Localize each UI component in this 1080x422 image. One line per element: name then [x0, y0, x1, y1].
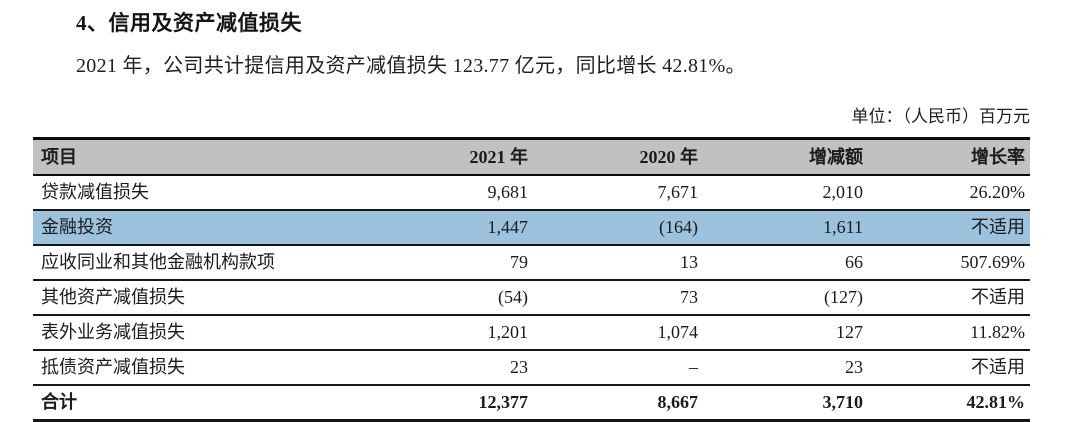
col-header-change: 增减额: [703, 137, 868, 176]
cell-2021-value: 1,447: [373, 210, 533, 246]
cell-item: 表外业务减值损失: [33, 315, 373, 351]
cell-change: (127): [703, 280, 868, 316]
cell-change: 23: [703, 350, 868, 386]
cell-item: 贷款减值损失: [33, 175, 373, 211]
cell-growth-rate: 11.82%: [868, 315, 1030, 351]
cell-2021-value: 12,377: [373, 385, 533, 422]
cell-2021-value: 9,681: [373, 175, 533, 211]
unit-label: 单位：（人民币）百万元: [851, 107, 1031, 126]
cell-change: 3,710: [703, 385, 868, 422]
cell-2020-value: –: [533, 350, 703, 386]
cell-item: 应收同业和其他金融机构款项: [33, 245, 373, 281]
col-header-2021: 2021 年: [373, 137, 533, 176]
col-header-2020: 2020 年: [533, 137, 703, 176]
cell-growth-rate: 26.20%: [868, 175, 1030, 211]
impairment-loss-table: 项目 2021 年 2020 年 增减额 增长率 贷款减值损失 9,681 7,…: [33, 137, 1030, 422]
cell-2021-value: 23: [373, 350, 533, 386]
table-row: 其他资产减值损失 (54) 73 (127) 不适用: [33, 280, 1030, 316]
cell-growth-rate: 不适用: [868, 210, 1030, 246]
cell-growth-rate: 不适用: [868, 350, 1030, 386]
cell-growth-rate: 不适用: [868, 280, 1030, 316]
table-row: 表外业务减值损失 1,201 1,074 127 11.82%: [33, 315, 1030, 351]
table-body: 贷款减值损失 9,681 7,671 2,010 26.20% 金融投资 1,4…: [33, 175, 1030, 422]
cell-item: 其他资产减值损失: [33, 280, 373, 316]
cell-2020-value: 1,074: [533, 315, 703, 351]
cell-growth-rate: 42.81%: [868, 385, 1030, 422]
table-row: 金融投资 1,447 (164) 1,611 不适用: [33, 210, 1030, 246]
cell-change: 66: [703, 245, 868, 281]
cell-2020-value: 8,667: [533, 385, 703, 422]
col-header-item: 项目: [33, 137, 373, 176]
table-row: 合计 12,377 8,667 3,710 42.81%: [33, 385, 1030, 422]
table-row: 贷款减值损失 9,681 7,671 2,010 26.20%: [33, 175, 1030, 211]
table-row: 应收同业和其他金融机构款项 79 13 66 507.69%: [33, 245, 1030, 281]
cell-item: 合计: [33, 385, 373, 422]
cell-2021-value: 79: [373, 245, 533, 281]
cell-change: 2,010: [703, 175, 868, 211]
table-row: 抵债资产减值损失 23 – 23 不适用: [33, 350, 1030, 386]
cell-item: 金融投资: [33, 210, 373, 246]
table-header-row: 项目 2021 年 2020 年 增减额 增长率: [33, 137, 1030, 176]
cell-change: 127: [703, 315, 868, 351]
section-heading: 4、信用及资产减值损失: [76, 11, 302, 35]
cell-2021-value: 1,201: [373, 315, 533, 351]
cell-2020-value: 73: [533, 280, 703, 316]
cell-2021-value: (54): [373, 280, 533, 316]
cell-change: 1,611: [703, 210, 868, 246]
intro-paragraph: 2021 年，公司共计提信用及资产减值损失 123.77 亿元，同比增长 42.…: [76, 55, 746, 77]
cell-2020-value: 13: [533, 245, 703, 281]
cell-2020-value: (164): [533, 210, 703, 246]
cell-item: 抵债资产减值损失: [33, 350, 373, 386]
cell-2020-value: 7,671: [533, 175, 703, 211]
col-header-growth: 增长率: [868, 137, 1030, 176]
cell-growth-rate: 507.69%: [868, 245, 1030, 281]
